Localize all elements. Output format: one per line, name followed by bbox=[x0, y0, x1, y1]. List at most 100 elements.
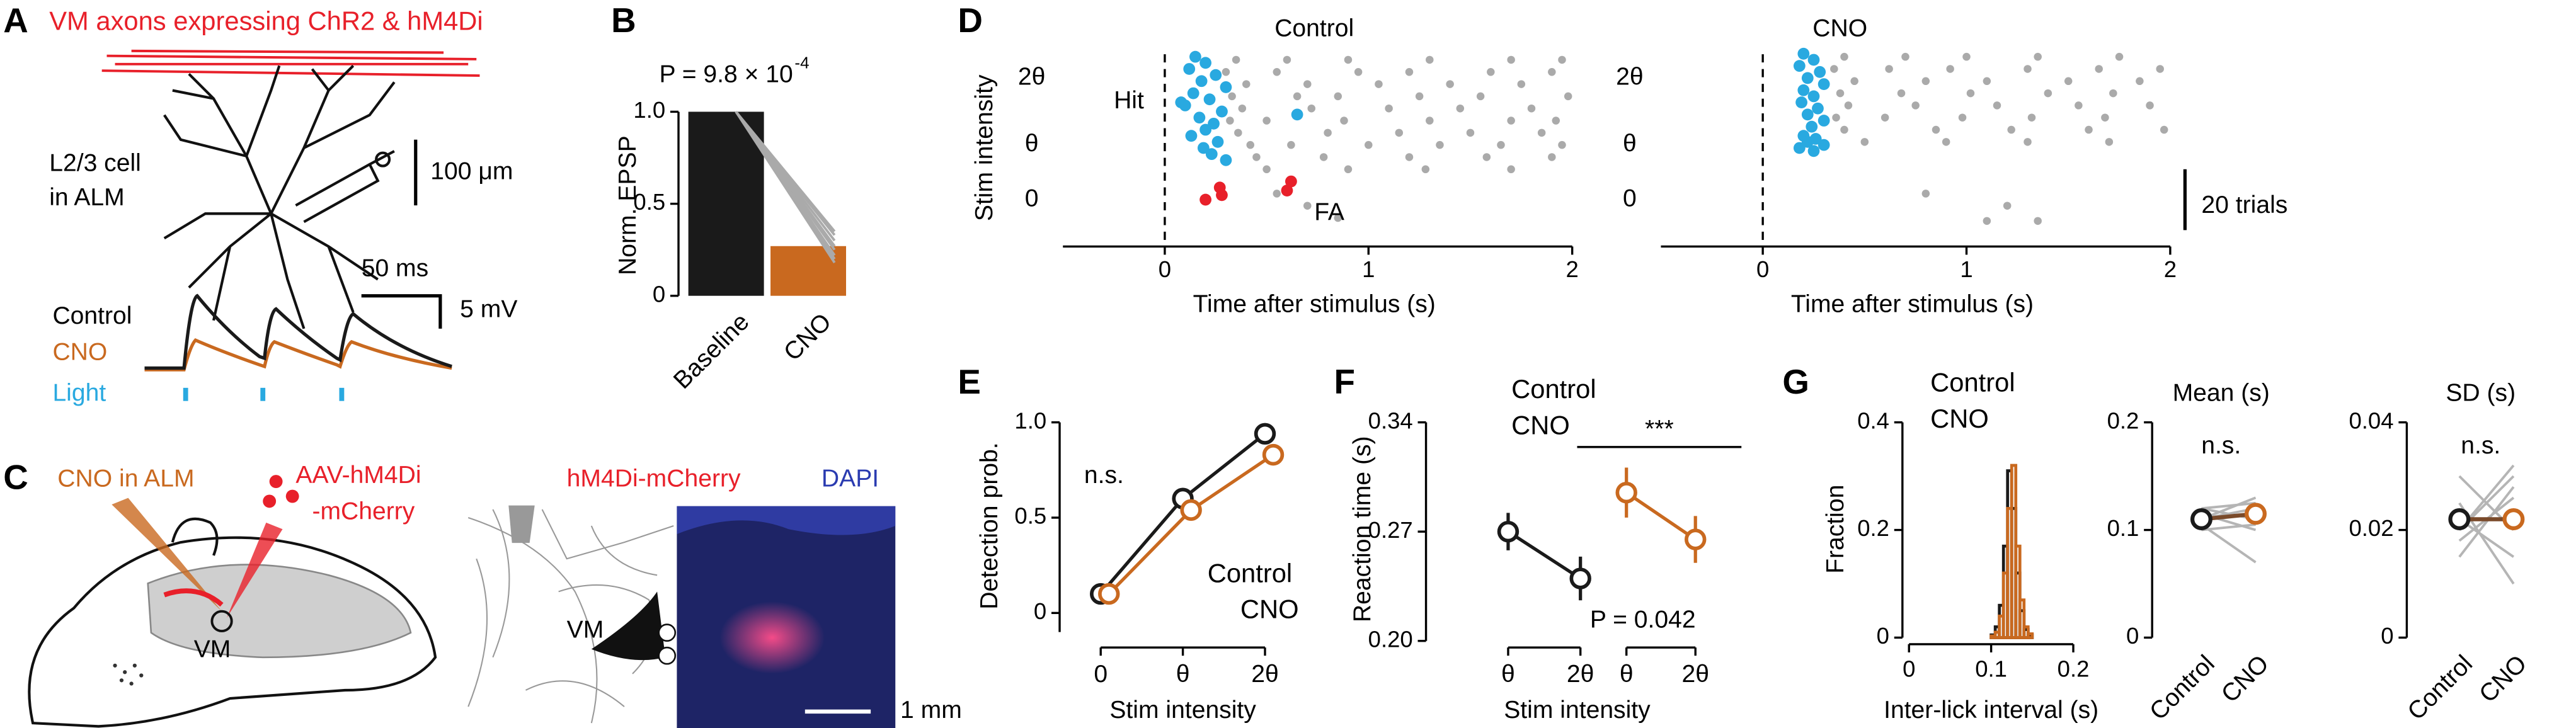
first-lick bbox=[1183, 63, 1196, 75]
lick bbox=[1946, 65, 1954, 73]
y-tick-label: 0 bbox=[1034, 598, 1046, 624]
lick bbox=[1405, 153, 1414, 161]
lick bbox=[1273, 190, 1281, 198]
virus-particles bbox=[263, 494, 277, 508]
first-lick bbox=[1795, 96, 1807, 108]
legend-label: Control bbox=[52, 302, 132, 329]
lick bbox=[2146, 101, 2154, 110]
lick bbox=[1901, 52, 1909, 61]
lick bbox=[1932, 125, 1940, 134]
lick bbox=[2115, 52, 2124, 61]
lick bbox=[1552, 117, 1560, 125]
vm-marker bbox=[658, 623, 677, 642]
lick bbox=[1446, 80, 1454, 88]
lick bbox=[1365, 140, 1373, 149]
panel-a: VM axons expressing ChR2 & hM4Di L2/3 ce… bbox=[49, 6, 517, 407]
histogram-bin bbox=[2026, 632, 2034, 639]
marker bbox=[1262, 443, 1285, 466]
brain bbox=[147, 564, 412, 659]
animal-line bbox=[2201, 501, 2256, 510]
cno-label: CNO in ALM bbox=[57, 465, 194, 492]
mouse-ear bbox=[171, 517, 219, 556]
whiskers bbox=[113, 663, 144, 686]
first-lick bbox=[1193, 111, 1206, 124]
x-axis-label: Stim intensity bbox=[1109, 697, 1256, 724]
lick bbox=[1238, 104, 1247, 113]
first-lick bbox=[1285, 175, 1297, 188]
y-tick-label: 0.1 bbox=[2107, 515, 2139, 541]
lick bbox=[1319, 153, 1328, 161]
y-axis-label: Stim intensity bbox=[971, 74, 998, 221]
animal-line bbox=[2201, 523, 2256, 532]
y-tick-label: 0 bbox=[1025, 185, 1039, 212]
first-lick bbox=[1185, 130, 1198, 142]
lick bbox=[2034, 217, 2042, 225]
x-axis-label: Time after stimulus (s) bbox=[1791, 291, 2034, 318]
scale-label: 1 mm bbox=[900, 697, 962, 724]
lick bbox=[1405, 68, 1414, 76]
whiskers bbox=[129, 681, 134, 686]
first-lick bbox=[1189, 50, 1201, 63]
x-tick-label: 2 bbox=[1566, 256, 1578, 282]
first-lick bbox=[1801, 72, 1814, 84]
lick bbox=[1507, 55, 1515, 64]
first-lick bbox=[1797, 47, 1810, 60]
y-tick-label: θ bbox=[1623, 130, 1637, 157]
lick bbox=[1234, 128, 1242, 137]
lick bbox=[2024, 65, 2032, 73]
virus-label: -mCherry bbox=[312, 498, 415, 525]
first-lick bbox=[1220, 81, 1232, 93]
lick bbox=[1436, 140, 1444, 149]
animal-line bbox=[2201, 523, 2257, 564]
y-tick-label: 1.0 bbox=[1014, 407, 1046, 433]
panel-c: CNO in ALM AAV-hM4Di -mCherry VM hM4Di-m… bbox=[28, 462, 962, 728]
first-lick bbox=[1797, 84, 1810, 96]
marker bbox=[2448, 508, 2471, 530]
lick bbox=[1517, 80, 1526, 88]
marker bbox=[1180, 499, 1202, 521]
lick bbox=[1850, 77, 1858, 86]
lick bbox=[1836, 89, 1845, 98]
vm-region bbox=[591, 591, 666, 661]
scale-label: 50 ms bbox=[362, 254, 428, 282]
legend-label: CNO bbox=[1511, 410, 1570, 440]
scale-label: 5 mV bbox=[460, 296, 517, 323]
x-tick-label: Control bbox=[2403, 650, 2478, 725]
axon-lines bbox=[101, 69, 480, 77]
mouse-head bbox=[28, 536, 437, 728]
marker bbox=[1497, 520, 1520, 543]
section-vm-label: VM bbox=[567, 616, 604, 643]
atlas bbox=[492, 509, 510, 658]
lick bbox=[1252, 153, 1261, 161]
first-lick bbox=[1807, 90, 1820, 103]
cell-line bbox=[735, 111, 836, 232]
cno-pipette bbox=[112, 498, 222, 611]
scale-bar bbox=[361, 294, 442, 329]
x-tick-label: θ bbox=[1176, 661, 1190, 688]
lick bbox=[1840, 125, 1848, 134]
axon-lines bbox=[131, 49, 444, 54]
lick bbox=[1262, 117, 1271, 125]
first-lick bbox=[1199, 193, 1211, 206]
mcherry-signal bbox=[719, 601, 825, 674]
virus-particles bbox=[263, 475, 299, 508]
scale-label: 20 trials bbox=[2201, 191, 2287, 219]
y-tick-label: 2θ bbox=[1616, 63, 1644, 90]
y-axis-label: Fraction bbox=[1822, 485, 1849, 574]
x-tick-label: 0 bbox=[1159, 256, 1171, 282]
first-lick bbox=[1211, 135, 1224, 148]
trace-cno bbox=[144, 338, 452, 372]
y-tick-label: 0 bbox=[2126, 623, 2139, 649]
lick bbox=[1426, 117, 1434, 125]
chart-title: CNO bbox=[1812, 14, 1867, 42]
lick bbox=[1354, 68, 1363, 76]
x-tick-label: 2θ bbox=[1567, 661, 1594, 688]
panel-letter: G bbox=[1782, 362, 1809, 401]
panel-a-title: VM axons expressing ChR2 & hM4Di bbox=[49, 6, 483, 36]
virus-particles bbox=[269, 475, 283, 489]
annotation: P = 0.042 bbox=[1590, 606, 1696, 634]
lick bbox=[1993, 101, 2001, 110]
first-lick bbox=[1818, 115, 1830, 127]
lick bbox=[1983, 77, 1991, 86]
lick bbox=[2007, 125, 2015, 134]
